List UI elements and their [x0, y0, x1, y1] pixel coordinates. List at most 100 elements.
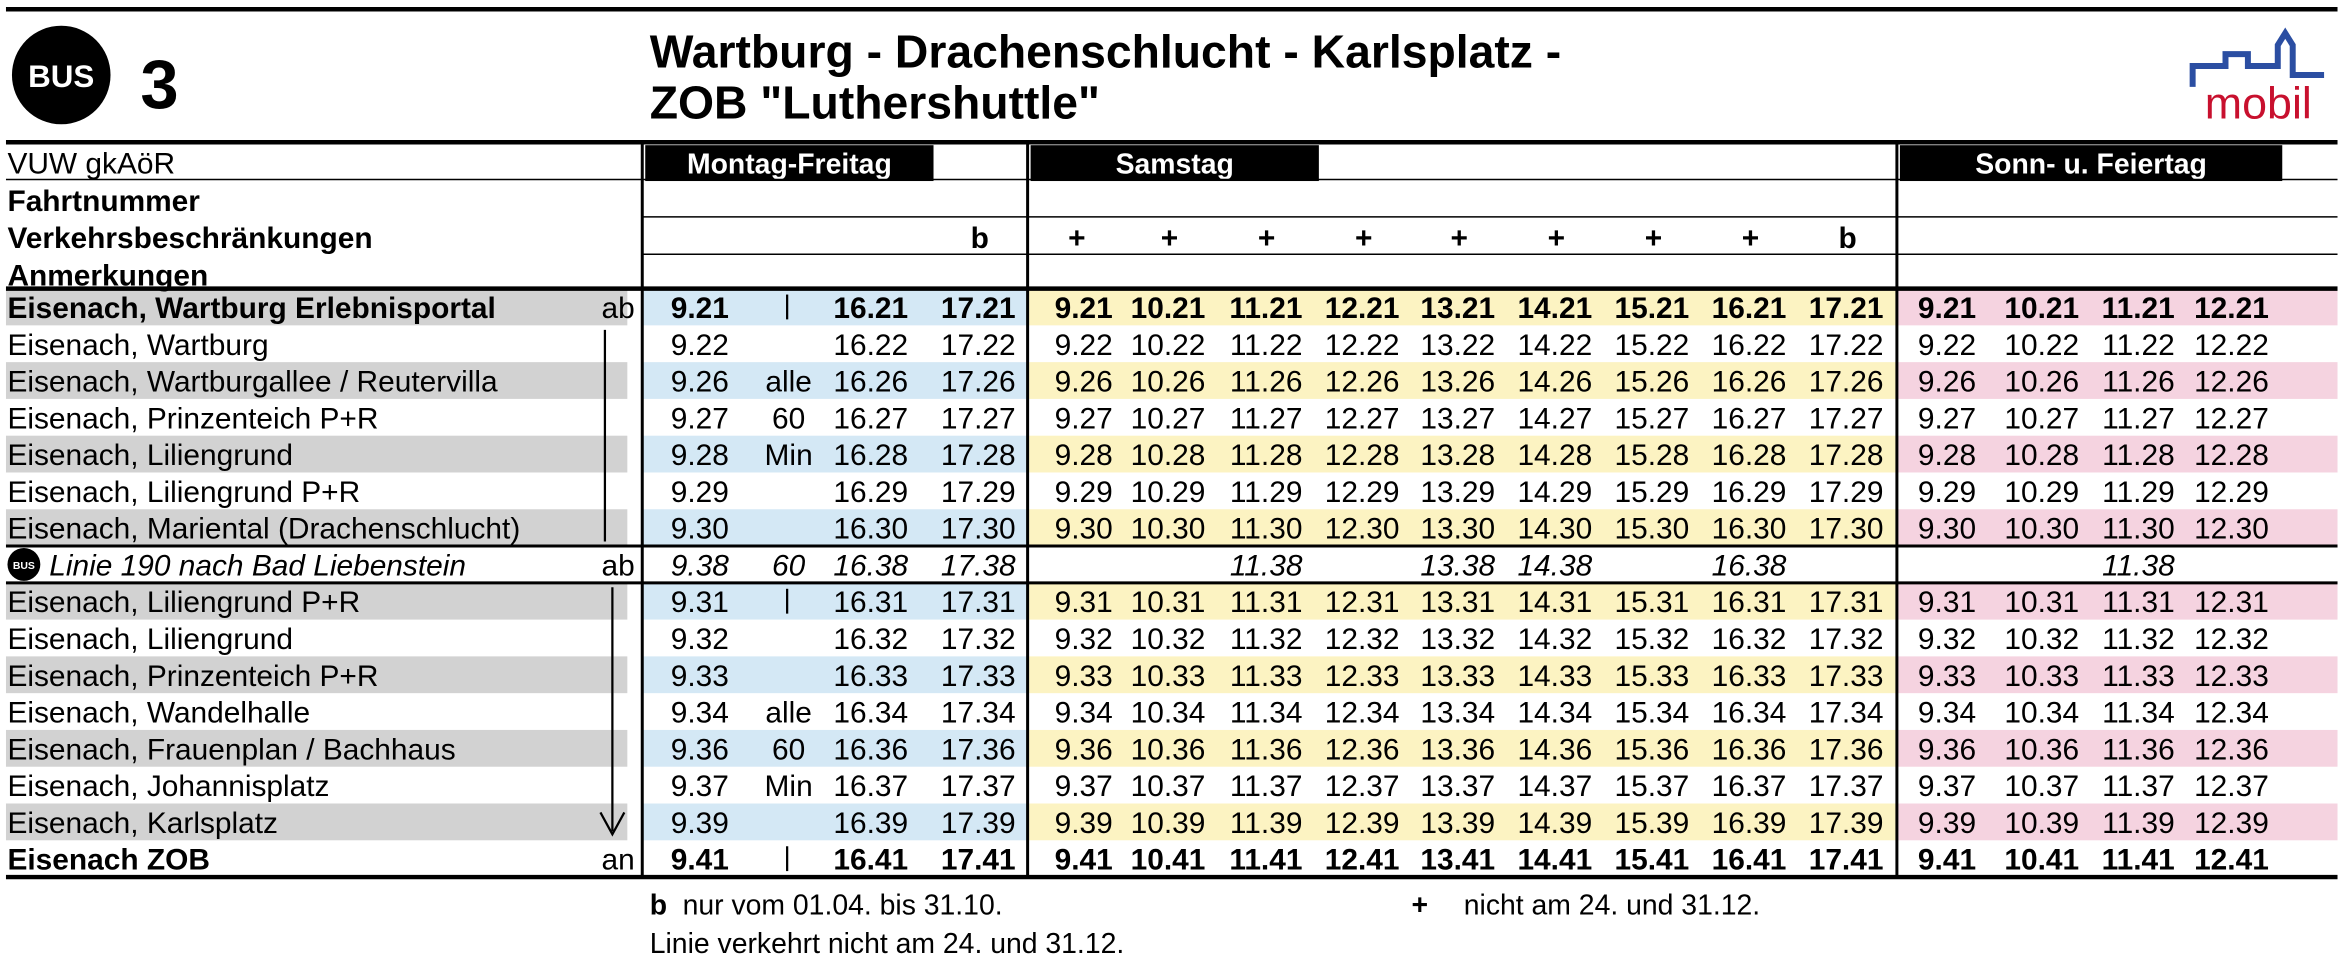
day-header-box — [1899, 145, 2283, 182]
departure-time: 12.33 — [1325, 660, 1400, 693]
bus-icon-text: BUS — [13, 561, 35, 572]
departure-time: 12.26 — [1325, 366, 1400, 399]
departure-time: 14.39 — [1517, 807, 1592, 840]
departure-time: 9.28 — [1055, 439, 1113, 472]
row-band — [642, 509, 1028, 547]
departure-time: 15.26 — [1615, 366, 1690, 399]
day-header: Sonn- u. Feiertag — [1975, 149, 2207, 181]
stop-mark: ab — [602, 549, 635, 582]
departure-time: 11.37 — [2102, 770, 2175, 803]
departure-time: 17.22 — [941, 329, 1016, 362]
departure-time: 17.41 — [941, 844, 1016, 877]
departure-time: 11.22 — [1230, 329, 1303, 362]
row-band — [1896, 509, 2338, 547]
departure-time: 12.39 — [1325, 807, 1400, 840]
departure-time: 11.28 — [1230, 439, 1303, 472]
row-band — [5, 509, 628, 547]
departure-time: 60 — [772, 733, 805, 766]
departure-time: 9.37 — [1055, 770, 1113, 803]
departure-time: 10.31 — [2004, 586, 2079, 619]
departure-time: 12.39 — [2194, 807, 2269, 840]
departure-time: 9.31 — [1918, 586, 1976, 619]
departure-time: 16.28 — [833, 439, 908, 472]
departure-time: 17.36 — [1809, 733, 1884, 766]
restriction: + — [1451, 222, 1468, 255]
departure-time: 17.22 — [1809, 329, 1884, 362]
stop-name: Eisenach, Liliengrund — [7, 439, 293, 472]
departure-time: 9.32 — [671, 623, 729, 656]
departure-time: 17.29 — [941, 476, 1016, 509]
departure-time: 13.30 — [1420, 513, 1495, 546]
departure-time: 9.21 — [1918, 292, 1976, 325]
departure-time: 17.30 — [1809, 513, 1884, 546]
departure-time: 9.22 — [671, 329, 729, 362]
departure-time: 13.38 — [1420, 549, 1495, 582]
stop-name: Eisenach, Wandelhalle — [7, 697, 310, 730]
departure-time: Min — [765, 770, 813, 803]
departure-time: 10.22 — [1131, 329, 1206, 362]
departure-time: 14.29 — [1517, 476, 1592, 509]
departure-time: 16.33 — [833, 660, 908, 693]
departure-time: 11.36 — [2102, 733, 2175, 766]
stop-name: Eisenach, Mariental (Drachenschlucht) — [7, 513, 520, 546]
departure-time: 9.32 — [1918, 623, 1976, 656]
departure-time: 11.26 — [1230, 366, 1303, 399]
departure-time: 12.36 — [2194, 733, 2269, 766]
row-band — [1027, 803, 1897, 841]
departure-time: 16.30 — [1712, 513, 1787, 546]
departure-time: 12.30 — [2194, 513, 2269, 546]
departure-time: 12.22 — [1325, 329, 1400, 362]
departure-time: 16.38 — [833, 549, 908, 582]
departure-time: 12.27 — [2194, 402, 2269, 435]
departure-time: 17.37 — [1809, 770, 1884, 803]
day-header: Samstag — [1116, 149, 1234, 181]
departure-time: 11.31 — [1230, 586, 1303, 619]
row-band — [5, 362, 628, 399]
departure-time: 12.41 — [2194, 844, 2269, 877]
stop-name: Eisenach, Wartburg Erlebnisportal — [7, 292, 495, 325]
stop-name: Eisenach, Wartburg — [7, 329, 268, 362]
row-band — [1896, 729, 2338, 767]
departure-time: 14.31 — [1517, 586, 1592, 619]
departure-time: 11.30 — [2102, 513, 2175, 546]
departure-time: 12.37 — [2194, 770, 2269, 803]
departure-time: 16.21 — [833, 292, 908, 325]
departure-time: 9.26 — [1055, 366, 1113, 399]
departure-time: 12.29 — [1325, 476, 1400, 509]
departure-time: 11.31 — [2102, 586, 2175, 619]
departure-time: 9.29 — [1918, 476, 1976, 509]
departure-time: 9.31 — [671, 586, 729, 619]
departure-time: 11.29 — [1230, 476, 1303, 509]
departure-time: 17.39 — [941, 807, 1016, 840]
row-band — [642, 656, 1028, 694]
departure-time: 9.22 — [1918, 329, 1976, 362]
departure-time: 10.41 — [2004, 844, 2079, 877]
footnote-symbol: b — [650, 889, 667, 921]
departure-time: 16.37 — [833, 770, 908, 803]
departure-time: 13.28 — [1420, 439, 1495, 472]
departure-time: 10.27 — [2004, 402, 2079, 435]
departure-time: 16.29 — [833, 476, 908, 509]
departure-time: 9.22 — [1055, 329, 1113, 362]
departure-time: 12.33 — [2194, 660, 2269, 693]
departure-time: 14.32 — [1517, 623, 1592, 656]
departure-time: 17.36 — [941, 733, 1016, 766]
row-label: Verkehrsbeschränkungen — [7, 222, 372, 255]
departure-time: 9.27 — [671, 402, 729, 435]
departure-time: 16.28 — [1712, 439, 1787, 472]
departure-time: 9.32 — [1055, 623, 1113, 656]
title-line: Wartburg - Drachenschlucht - Karlsplatz … — [650, 26, 1561, 78]
departure-time: 12.41 — [1325, 844, 1400, 877]
departure-time: 13.37 — [1420, 770, 1495, 803]
title-line: ZOB "Luthershuttle" — [650, 76, 1100, 128]
departure-time: 10.27 — [1131, 402, 1206, 435]
departure-time: 10.33 — [2004, 660, 2079, 693]
departure-time: 9.34 — [1918, 697, 1976, 730]
departure-time: 11.36 — [1230, 733, 1303, 766]
departure-time: 14.26 — [1517, 366, 1592, 399]
departure-time: 15.39 — [1615, 807, 1690, 840]
departure-time: 10.32 — [2004, 623, 2079, 656]
departure-time: 16.41 — [1712, 844, 1787, 877]
departure-time: 16.26 — [1712, 366, 1787, 399]
